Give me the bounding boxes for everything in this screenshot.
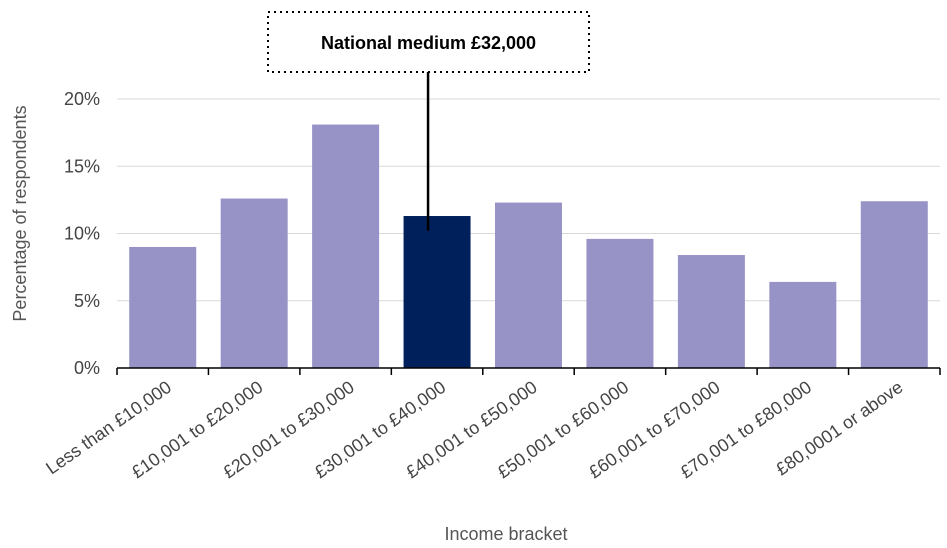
y-tick-label: 10% [64,224,100,244]
bar [586,238,654,368]
x-axis-title: Income bracket [444,524,567,544]
median-annotation: National medium £32,000 [267,11,590,231]
y-axis-title: Percentage of respondents [10,105,30,321]
y-tick-label: 5% [74,291,100,311]
y-tick-label: 20% [64,89,100,109]
y-axis-ticks: 0% 5% 10% 15% 20% [64,89,100,378]
bar [129,246,197,368]
bar [860,201,928,368]
y-tick-label: 0% [74,358,100,378]
annotation-label: National medium £32,000 [321,33,536,53]
x-axis-ticks [116,368,941,375]
bar-highlighted [403,216,471,368]
bar [677,255,745,368]
y-tick-label: 15% [64,156,100,176]
bar [769,281,837,368]
bar [312,124,380,369]
bar [220,198,288,368]
x-axis-tick-labels: Less than £10,000£10,001 to £20,000£20,0… [42,377,906,482]
bars [129,124,928,369]
bar [495,202,562,368]
